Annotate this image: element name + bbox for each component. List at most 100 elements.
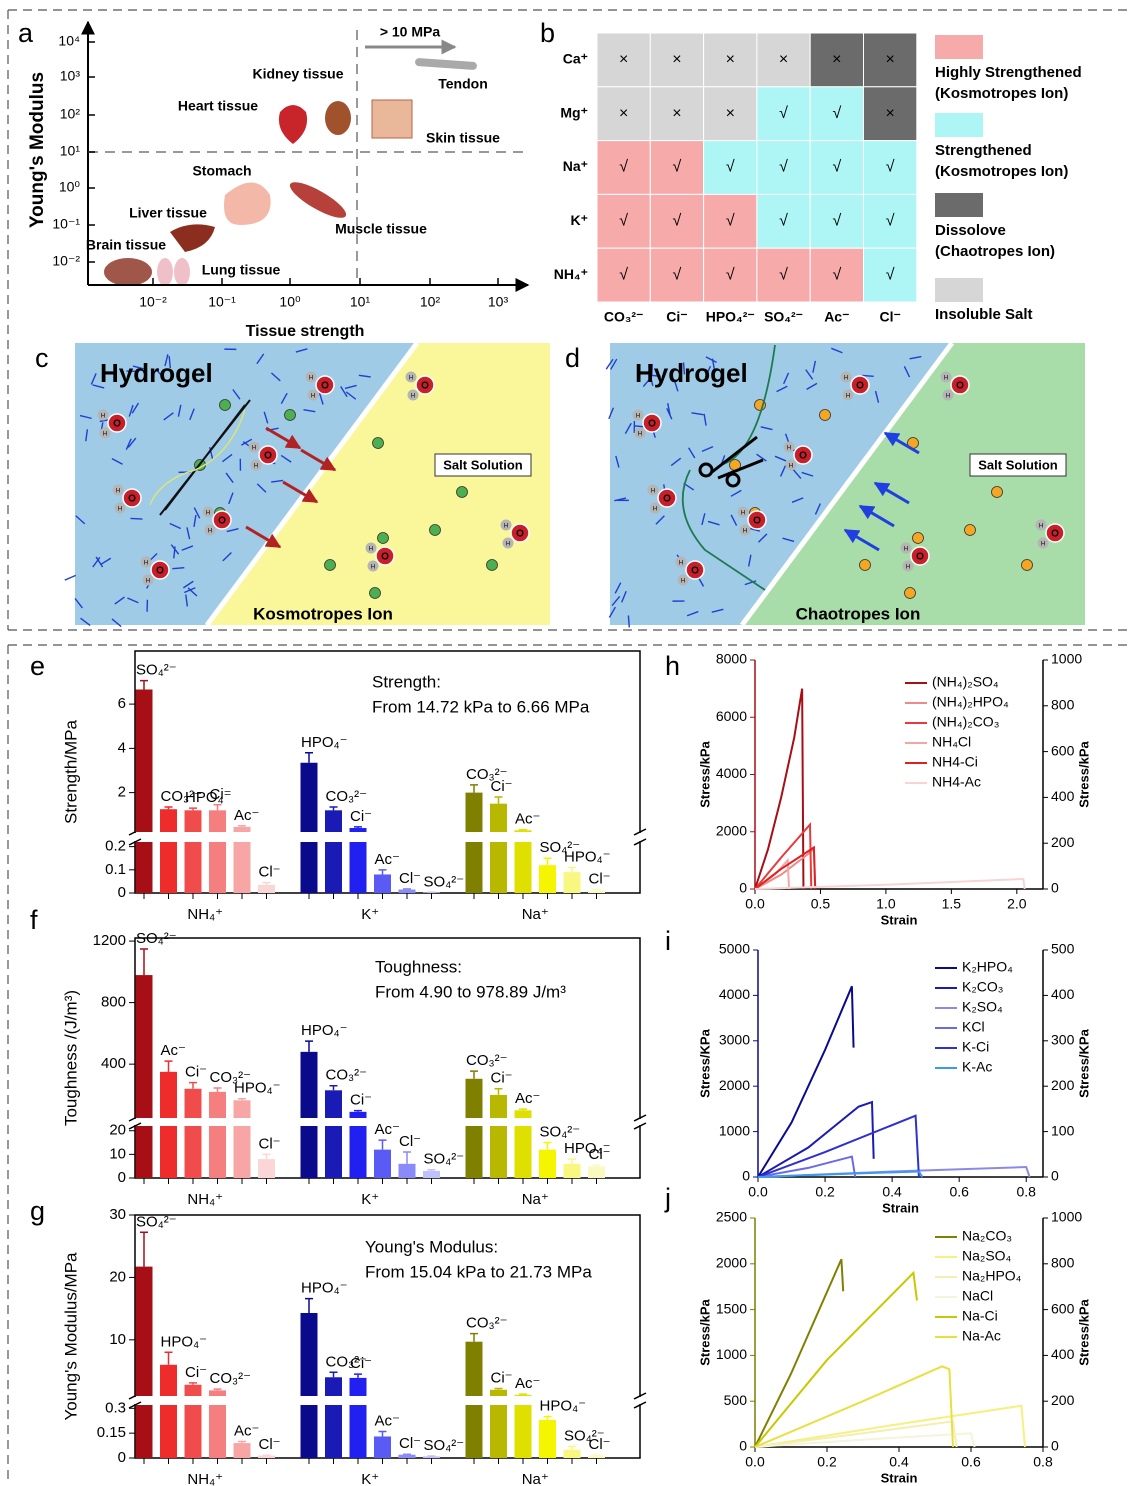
hydrogel-label: Hydrogel — [635, 358, 748, 388]
polymer-chain — [95, 556, 104, 568]
hydrogen-atom — [140, 556, 152, 568]
hydrogen-atom — [842, 389, 854, 401]
y-tick-label: 500 — [724, 1392, 748, 1408]
tissue-label: Stomach — [192, 163, 251, 179]
legend-label: Na-Ac — [962, 1328, 1001, 1344]
y2-tick-label: 0 — [1051, 1438, 1059, 1454]
hydrogen-label: H — [681, 579, 685, 585]
y2-axis-label: Stress/KPa — [1076, 1028, 1091, 1097]
error-bar — [519, 1108, 527, 1111]
hydrogen-label: H — [506, 542, 510, 548]
x-tick-label: 0.4 — [889, 1454, 909, 1470]
bar — [233, 826, 251, 832]
polymer-chain — [182, 580, 194, 589]
polymer-chain — [627, 615, 630, 628]
table-cell — [649, 32, 705, 88]
hydrogen-label: H — [787, 446, 791, 452]
hydrogen-label: H — [206, 511, 210, 517]
bar-label: SO₄²⁻ — [136, 930, 177, 947]
legend-label: K₂CO₃ — [962, 979, 1003, 995]
polymer-chain — [172, 566, 185, 570]
hydrogen-label: H — [371, 565, 375, 571]
error-bar — [189, 1081, 197, 1089]
polymer-chain — [666, 407, 673, 420]
bar-label: SO₄²⁻ — [540, 839, 581, 856]
cell-mark: × — [672, 105, 681, 122]
polymer-chain — [79, 414, 92, 420]
hydrogen-atom — [112, 484, 124, 496]
legend-label: (NH₄)₂SO₄ — [932, 674, 999, 690]
bar — [209, 1405, 226, 1458]
bar-label: Ci⁻ — [350, 808, 372, 825]
annotation: From 15.04 kPa to 21.73 MPa — [365, 1262, 592, 1281]
y-tick-label: 10² — [60, 106, 81, 122]
cell-mark: √ — [886, 266, 895, 283]
series-line — [757, 1155, 857, 1178]
axis-break — [131, 833, 644, 841]
diffusion-arrow — [245, 525, 282, 549]
oxygen-label: O — [799, 451, 807, 462]
cell-mark: √ — [832, 266, 841, 283]
series-line — [754, 1432, 976, 1448]
polymer-chain — [271, 479, 284, 483]
series-line — [757, 985, 855, 1178]
tissue-label: Kidney tissue — [252, 66, 343, 82]
ion-dot — [369, 587, 381, 599]
x-axis-label: Strain — [882, 1200, 919, 1215]
cell-mark: √ — [886, 213, 895, 230]
table-cell — [649, 247, 705, 303]
polymer-chain — [608, 606, 617, 618]
series-line — [754, 821, 813, 890]
bar — [465, 792, 483, 832]
polymer-chain — [624, 422, 632, 435]
break-mark — [128, 1401, 142, 1409]
polymer-chain — [256, 353, 265, 365]
bar — [300, 842, 318, 893]
bar — [135, 842, 153, 893]
series-line — [754, 1404, 1026, 1448]
error-bar — [164, 1351, 173, 1365]
bar — [374, 1436, 391, 1458]
bar-label: CO₃²⁻ — [210, 1069, 252, 1086]
error-bar — [329, 806, 338, 811]
polymer-chain — [185, 594, 189, 607]
ion-dot — [912, 532, 924, 544]
oxygen-label: O — [421, 381, 429, 392]
oxygen-label: O — [156, 566, 164, 577]
oxygen-label: O — [663, 494, 671, 505]
error-bar — [592, 1164, 601, 1167]
hydrogen-atom — [737, 506, 749, 518]
y2-tick-label: 100 — [1051, 1122, 1075, 1138]
legend-label: NH4-Ac — [932, 774, 981, 790]
bar — [465, 842, 483, 893]
ion-dot — [324, 559, 336, 571]
polymer-chain — [756, 453, 767, 462]
x-tick-label: 10³ — [488, 294, 509, 310]
error-bar — [354, 826, 362, 829]
hydrogen-atom — [407, 389, 419, 401]
cell-mark: √ — [832, 159, 841, 176]
oxygen-atom — [850, 375, 870, 395]
y-tick-label: 0 — [118, 1169, 126, 1186]
legend-label: NaCl — [962, 1288, 993, 1304]
bar — [514, 1126, 532, 1178]
oxygen-atom — [150, 560, 170, 580]
oxygen-label: O — [516, 529, 524, 540]
annotation: Young's Modulus: — [365, 1237, 498, 1256]
column-label: Ac⁻ — [824, 309, 849, 325]
bar — [258, 1159, 275, 1178]
panel-label: j — [664, 1183, 671, 1213]
oxygen-atom — [910, 546, 930, 566]
series-line — [754, 1365, 954, 1448]
tissue-label: Liver tissue — [129, 205, 207, 221]
legend-label: KCl — [962, 1019, 985, 1035]
polymer-chain — [111, 618, 122, 628]
error-bar — [140, 948, 148, 976]
polymer-chain — [760, 426, 773, 431]
cell-mark: √ — [779, 266, 788, 283]
hydrogen-atom — [940, 371, 952, 383]
cell-mark: √ — [886, 159, 895, 176]
polymer-chain — [791, 497, 804, 503]
ion-dot — [372, 437, 384, 449]
polymer-chain — [774, 455, 787, 462]
